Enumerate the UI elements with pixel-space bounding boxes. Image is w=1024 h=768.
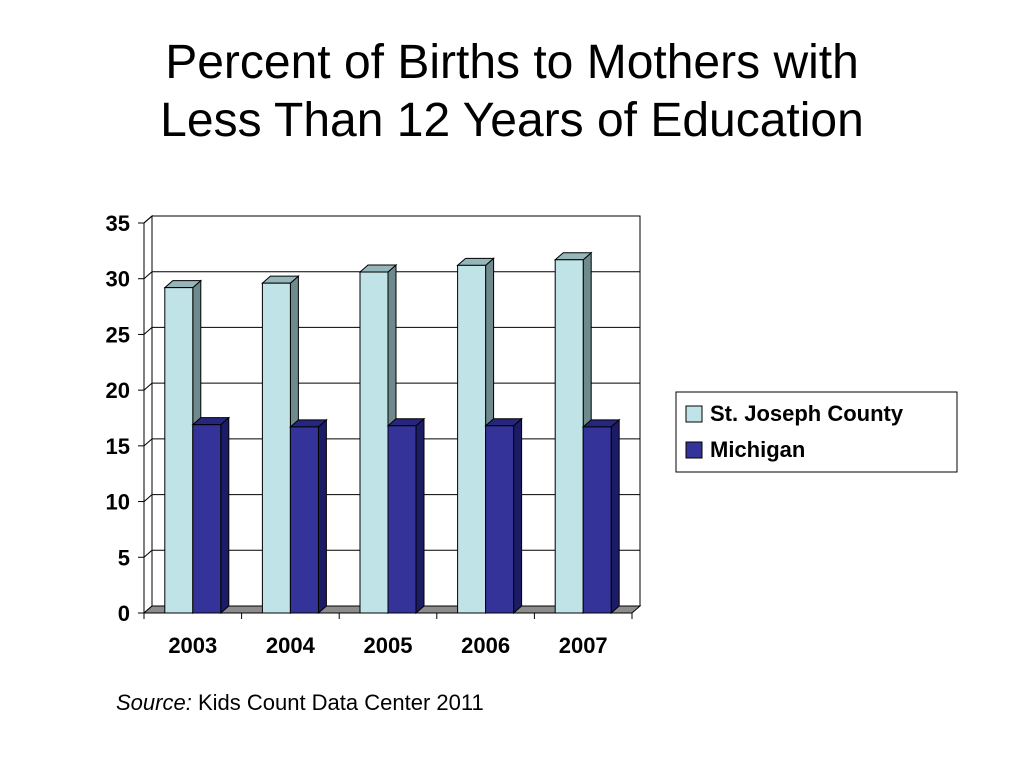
y-tick-label: 15 — [106, 434, 130, 459]
bar-front — [164, 287, 194, 614]
gridline-depth — [143, 494, 153, 502]
gridline-depth — [143, 549, 153, 558]
x-tick-label: 2005 — [364, 633, 413, 658]
legend-label: Michigan — [710, 437, 805, 462]
slide-title-line-2: Less Than 12 Years of Education — [160, 94, 864, 147]
bar-front — [485, 425, 515, 614]
bar-front — [582, 426, 612, 614]
legend-box — [675, 391, 958, 473]
bar — [191, 416, 231, 615]
x-tick-label: 2007 — [559, 633, 608, 658]
source-text: Kids Count Data Center 2011 — [191, 690, 484, 715]
legend-swatch — [685, 441, 703, 459]
bar-front — [261, 282, 291, 614]
slide-title: Percent of Births to Mothers with Less T… — [0, 34, 1024, 150]
bar-front — [359, 271, 389, 614]
bar-side — [317, 418, 327, 615]
y-tick-label: 5 — [118, 545, 130, 570]
bar-front — [387, 425, 417, 614]
bar-front — [192, 424, 222, 614]
bar — [581, 418, 621, 615]
y-tick-label: 30 — [106, 267, 130, 292]
bar-side — [513, 417, 523, 615]
gridline-depth — [143, 438, 153, 447]
bar-front — [289, 426, 319, 614]
bar — [484, 417, 523, 615]
y-tick-label: 10 — [106, 490, 130, 515]
gridline-depth — [143, 382, 153, 391]
x-tick-label: 2006 — [461, 633, 510, 658]
bar-front — [554, 259, 584, 614]
bar-front — [457, 264, 487, 614]
source-label: Source: — [116, 690, 192, 715]
gridline-depth — [143, 215, 153, 224]
bar-side — [415, 417, 425, 615]
gridline-depth — [143, 327, 153, 335]
y-tick-label: 25 — [106, 322, 130, 347]
gridline-depth — [143, 271, 153, 280]
x-tick-label: 2004 — [266, 633, 316, 658]
y-tick-label: 0 — [118, 601, 130, 626]
legend-label: St. Joseph County — [710, 401, 904, 426]
bar — [386, 417, 426, 615]
y-tick-label: 20 — [106, 378, 130, 403]
bar — [289, 418, 328, 615]
source-note: Source: Kids Count Data Center 2011 — [116, 690, 484, 716]
y-tick-label: 35 — [106, 211, 130, 236]
bar-side — [220, 416, 230, 615]
bar-side — [610, 418, 620, 615]
bar — [358, 263, 398, 615]
x-tick-label: 2003 — [168, 633, 217, 658]
slide-title-line-1: Percent of Births to Mothers with — [165, 36, 859, 89]
legend-swatch — [685, 405, 703, 423]
